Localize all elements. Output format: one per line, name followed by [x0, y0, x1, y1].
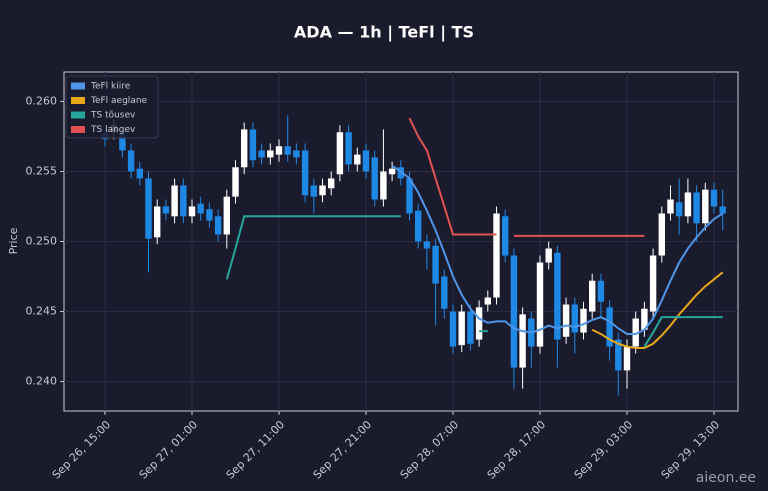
candle-body	[615, 339, 622, 371]
candle-body	[632, 318, 639, 347]
candle-body	[214, 216, 222, 235]
candle-body	[475, 307, 483, 340]
candle-body	[241, 129, 248, 168]
y-axis-label: Price	[7, 227, 20, 254]
legend-swatch	[71, 126, 85, 133]
legend: TeFl kiire TeFl aeglane TS tõusev TS langev	[65, 75, 159, 139]
legend-swatch	[71, 97, 85, 104]
candle-body	[623, 346, 631, 371]
candle-body	[649, 255, 657, 312]
candle-body	[676, 202, 683, 217]
candle-body	[484, 297, 491, 305]
candle-body	[380, 171, 387, 200]
candle-body	[641, 308, 648, 330]
candle-body	[171, 185, 178, 217]
candle-body	[606, 307, 613, 347]
candle-body	[397, 167, 404, 179]
candle-body	[293, 150, 300, 158]
indicator-line	[591, 271, 724, 349]
candle-body	[449, 311, 457, 347]
candle-body	[362, 150, 370, 172]
candle-body	[136, 168, 143, 179]
legend-swatch	[71, 111, 85, 119]
candle-body	[554, 252, 561, 340]
y-tick-label: 0.240	[26, 375, 58, 388]
candle-body	[423, 241, 431, 249]
candle-body	[267, 150, 274, 158]
candle-body	[275, 146, 283, 155]
y-tick-label: 0.255	[26, 164, 58, 177]
candle-body	[319, 185, 326, 196]
y-tick-label: 0.250	[26, 235, 58, 248]
marks	[101, 115, 726, 396]
candle-body	[371, 157, 378, 200]
candle-body	[432, 245, 439, 284]
candle-body	[719, 206, 726, 214]
y-tick-label: 0.260	[26, 94, 58, 107]
candle-body	[441, 276, 448, 309]
legend-swatch	[71, 82, 85, 90]
candle-body	[510, 255, 518, 368]
candle-body	[502, 216, 509, 256]
candle-body	[562, 304, 570, 337]
candle-body	[188, 206, 196, 217]
candle-body	[258, 150, 265, 158]
candle-body	[589, 280, 596, 312]
candle-body	[493, 213, 500, 298]
watermark: aieon.ee	[696, 470, 756, 486]
candle-body	[536, 262, 544, 347]
y-tick-label: 0.245	[26, 305, 58, 318]
indicator-line	[408, 117, 497, 236]
candle-body	[223, 196, 230, 235]
candle-body	[702, 189, 709, 224]
candle-body	[406, 178, 413, 214]
candle-body	[162, 206, 170, 214]
candle-body	[667, 199, 674, 214]
candle-body	[197, 203, 204, 214]
legend-label: TS tõusev	[90, 111, 136, 121]
candle-body	[710, 189, 718, 207]
candle-body	[310, 185, 317, 197]
candle-body	[658, 213, 665, 256]
candle-body	[180, 185, 187, 217]
candle-body	[206, 209, 213, 221]
candle-body	[284, 146, 291, 155]
legend-label: TeFl aeglane	[90, 96, 148, 106]
candle-body	[127, 150, 135, 172]
legend-box	[65, 75, 159, 139]
candle-body	[458, 311, 465, 346]
candle-body	[154, 206, 161, 238]
indicator-line	[391, 165, 724, 335]
candle-body	[345, 132, 352, 165]
indicator-line	[643, 316, 723, 348]
candle-body	[580, 308, 587, 333]
chart-title: ADA — 1h | TeFl | TS	[294, 23, 474, 43]
candle-body	[545, 248, 552, 263]
legend-label: TS langev	[90, 125, 136, 135]
candle-body	[232, 167, 239, 197]
candle-body	[519, 314, 526, 368]
candle-body	[336, 132, 344, 175]
candle-body	[571, 304, 578, 333]
candle-body	[597, 280, 605, 302]
candle-body	[693, 192, 700, 224]
candle-body	[119, 132, 126, 151]
candle-body	[328, 178, 335, 189]
candle-body	[354, 154, 361, 165]
candle-body	[388, 168, 396, 175]
indicator-line	[225, 215, 401, 280]
candle-body	[684, 192, 692, 217]
legend-label: TeFl kiire	[90, 82, 131, 92]
candle-body	[249, 129, 257, 161]
candle-body	[301, 150, 309, 196]
candle-body	[415, 210, 422, 242]
candle-body	[145, 178, 152, 239]
candle-body	[467, 311, 474, 344]
